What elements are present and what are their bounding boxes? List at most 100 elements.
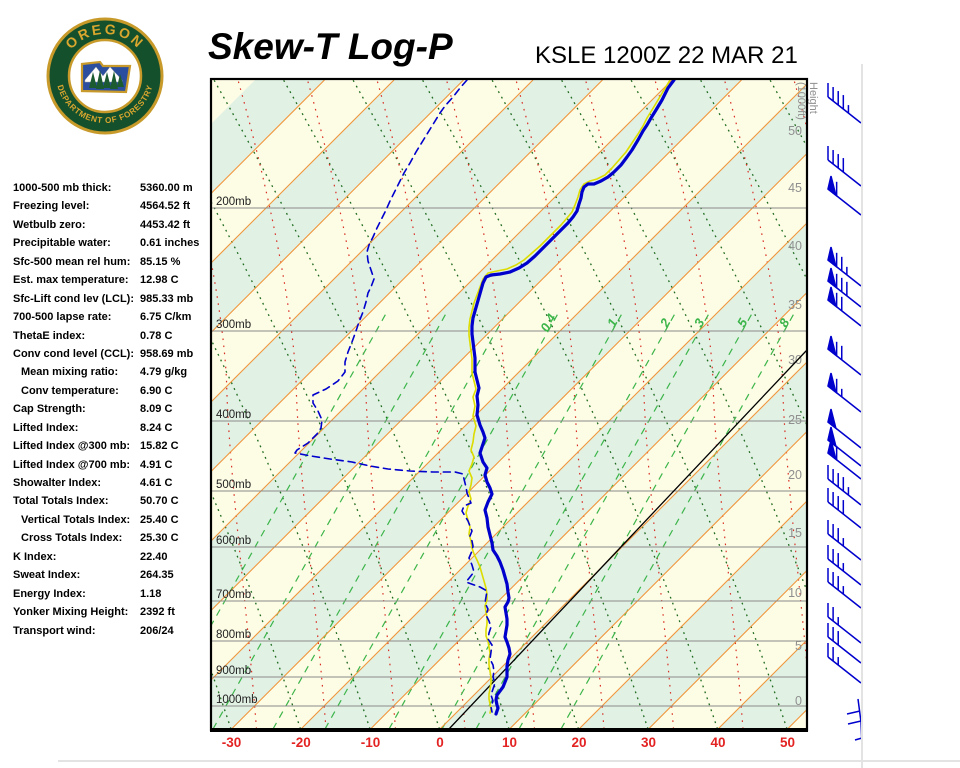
wind-barb bbox=[827, 545, 862, 586]
wind-barb bbox=[827, 488, 862, 529]
height-label: 0 bbox=[795, 694, 802, 708]
stat-row: Mean mixing ratio: 4.79 g/kg bbox=[10, 364, 210, 382]
height-label: 45 bbox=[788, 181, 802, 195]
stat-row: Sfc-500 mean rel hum: 85.15 % bbox=[10, 254, 210, 272]
barb-half bbox=[854, 737, 863, 741]
isotherm-line bbox=[212, 80, 325, 194]
isotherm-line bbox=[212, 84, 806, 680]
isotherm-line bbox=[787, 709, 806, 729]
wind-barb bbox=[827, 175, 862, 216]
stat-label: Energy Index: bbox=[13, 587, 86, 600]
stat-row: Yonker Mixing Height: 2392 ft bbox=[10, 604, 210, 622]
isotherm-line bbox=[212, 80, 464, 333]
pressure-label: 800mb bbox=[216, 629, 251, 641]
stat-row: Lifted Index @300 mb: 15.82 C bbox=[10, 438, 210, 456]
temperature-tick-label: -20 bbox=[291, 735, 311, 750]
stat-value: 4453.42 ft bbox=[140, 218, 191, 231]
barb-pennant bbox=[827, 267, 838, 290]
stat-row: Vertical Totals Index: 25.40 C bbox=[10, 512, 210, 530]
wind-barb bbox=[827, 286, 862, 327]
dry-adiabat-line bbox=[0, 80, 162, 729]
mixing-ratio-line bbox=[388, 309, 625, 729]
wind-barb bbox=[827, 372, 862, 413]
stat-label: Showalter Index: bbox=[13, 477, 102, 489]
isotherm-line bbox=[578, 501, 806, 729]
wind-barb bbox=[827, 465, 862, 506]
stat-row: Sweat Index: 264.35 bbox=[10, 567, 210, 585]
height-axis-title: (1000ft) bbox=[795, 82, 807, 120]
mixing-ratio-line bbox=[518, 309, 755, 729]
pressure-label: 600mb bbox=[216, 535, 251, 547]
mixing-ratio-line bbox=[441, 309, 678, 729]
wind-barb bbox=[827, 408, 862, 449]
wind-barb bbox=[827, 643, 862, 684]
temperature-tick-label: -30 bbox=[222, 735, 242, 750]
stat-row: 1000-500 mb thick: 5360.00 m bbox=[10, 180, 210, 198]
height-label: 5 bbox=[795, 639, 802, 653]
horizontal-scrollbar[interactable] bbox=[58, 760, 960, 762]
stat-label: Yonker Mixing Height: bbox=[13, 606, 129, 619]
barb-staff bbox=[827, 159, 862, 187]
pressure-label: 500mb bbox=[216, 479, 251, 491]
dewpoint-trace bbox=[294, 80, 496, 713]
stat-row: Est. max temperature: 12.98 C bbox=[10, 272, 210, 290]
stat-label: Conv cond level (CCL): bbox=[13, 347, 135, 360]
barb-pennant bbox=[827, 286, 838, 309]
temperature-tick-label: 10 bbox=[502, 735, 517, 750]
stat-label: Cap Strength: bbox=[13, 403, 86, 416]
stat-label: Lifted Index: bbox=[13, 421, 79, 434]
pressure-label: 1000mb bbox=[216, 694, 258, 706]
isotherm-line bbox=[648, 570, 806, 729]
stat-row: Energy Index: 1.18 bbox=[10, 586, 210, 604]
moist-adiabat-line bbox=[864, 80, 952, 729]
stat-label: Freezing level: bbox=[13, 200, 90, 213]
isotherm-line bbox=[212, 80, 395, 263]
stat-value: 22.40 bbox=[140, 550, 168, 563]
isotherm-line bbox=[509, 431, 806, 729]
barb-full bbox=[847, 720, 862, 725]
isotherm-line bbox=[857, 80, 960, 729]
barb-staff bbox=[827, 581, 862, 609]
pressure-label: 400mb bbox=[216, 409, 251, 421]
stat-label: 700-500 lapse rate: bbox=[13, 311, 112, 324]
stat-value: 12.98 C bbox=[140, 274, 179, 287]
barb-pennant bbox=[827, 335, 838, 358]
stat-value: 15.82 C bbox=[140, 440, 179, 453]
stat-label: Total Totals Index: bbox=[13, 495, 109, 508]
stat-label: Lifted Index @700 mb: bbox=[13, 458, 131, 471]
stat-value: 4.79 g/kg bbox=[140, 366, 188, 379]
barb-staff bbox=[827, 656, 862, 684]
barb-staff bbox=[827, 96, 862, 124]
stat-label: Sweat Index: bbox=[13, 569, 81, 582]
isotherm-line bbox=[439, 362, 806, 729]
stat-label: Sfc-500 mean rel hum: bbox=[13, 255, 131, 268]
height-label: 30 bbox=[788, 353, 802, 367]
barb-pennant bbox=[827, 439, 838, 462]
mixing-ratio-line bbox=[212, 309, 449, 729]
stat-value: 0.78 C bbox=[140, 329, 173, 342]
temperature-trace bbox=[470, 80, 676, 716]
band-green bbox=[857, 80, 960, 729]
stat-label: Est. max temperature: bbox=[13, 274, 129, 287]
stat-value: 2392 ft bbox=[140, 606, 175, 619]
stat-row: Wetbulb zero: 4453.42 ft bbox=[10, 217, 210, 235]
stat-row: Freezing level: 4564.52 ft bbox=[10, 198, 210, 216]
isotherm-line bbox=[927, 80, 960, 729]
pressure-label: 700mb bbox=[216, 589, 251, 601]
mixing-ratio-lines bbox=[212, 309, 797, 729]
barb-staff bbox=[827, 558, 862, 586]
moist-adiabat-line bbox=[99, 80, 187, 729]
mixing-ratio-line bbox=[272, 309, 509, 729]
stat-value: 985.33 mb bbox=[140, 292, 194, 305]
stat-value: 958.69 mb bbox=[140, 347, 194, 360]
wind-barb bbox=[827, 568, 862, 609]
isotherm-line bbox=[300, 223, 806, 729]
stat-label: Cross Totals Index: bbox=[21, 532, 123, 545]
stat-row: Lifted Index: 8.24 C bbox=[10, 420, 210, 438]
barb-staff bbox=[827, 478, 862, 506]
vertical-scrollbar[interactable] bbox=[861, 64, 863, 768]
barb-pennant bbox=[827, 246, 838, 269]
stat-row: Total Totals Index: 50.70 C bbox=[10, 493, 210, 511]
